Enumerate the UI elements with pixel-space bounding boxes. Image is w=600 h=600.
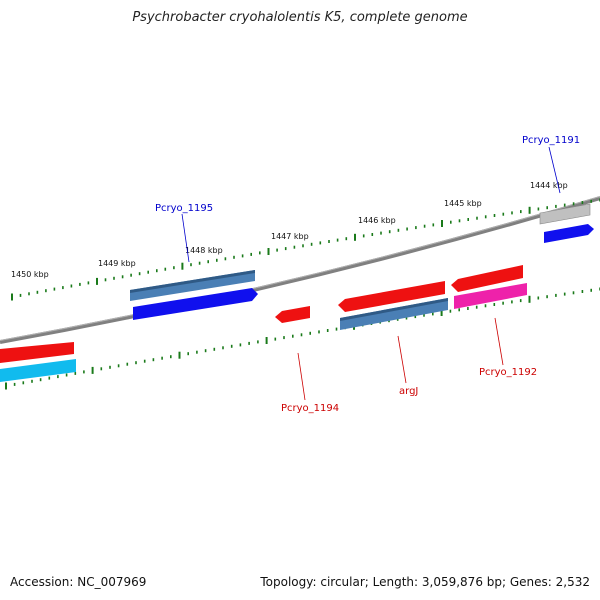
gene-label-pcryo-1194[interactable]: Pcryo_1194 xyxy=(281,403,339,414)
leader-argj xyxy=(397,335,407,384)
gene-label-pcryo-1192[interactable]: Pcryo_1192 xyxy=(479,367,537,378)
gene-feature-red-left[interactable] xyxy=(0,342,74,363)
gene-feature-cyan-left[interactable] xyxy=(0,359,76,382)
gene-feature-pcryo-1195[interactable] xyxy=(133,288,258,320)
leader-pcryo-1195 xyxy=(181,213,190,263)
lower-scale-ticks xyxy=(5,287,600,390)
map-title: Psychrobacter cryohalolentis K5, complet… xyxy=(132,10,468,25)
scale-label-1449: 1449 kbp xyxy=(98,259,136,268)
genome-summary-text: Topology: circular; Length: 3,059,876 bp… xyxy=(260,575,590,589)
gene-label-pcryo-1195[interactable]: Pcryo_1195 xyxy=(155,203,213,214)
leader-pcryo-1191 xyxy=(548,146,561,194)
gene-label-argj[interactable]: argJ xyxy=(399,386,418,397)
gene-label-pcryo-1191[interactable]: Pcryo_1191 xyxy=(522,135,580,146)
scale-label-1446: 1446 kbp xyxy=(358,216,396,225)
scale-label-1450: 1450 kbp xyxy=(11,270,49,279)
scale-label-1447: 1447 kbp xyxy=(271,232,309,241)
gene-feature-pcryo-1192[interactable] xyxy=(454,283,527,309)
scale-label-1448: 1448 kbp xyxy=(185,246,223,255)
gene-feature-pcryo-1191[interactable] xyxy=(544,224,594,243)
gene-feature-red-upper-right[interactable] xyxy=(451,265,523,292)
gene-feature-pcryo-1194[interactable] xyxy=(275,306,310,323)
leader-pcryo-1192 xyxy=(494,317,504,366)
scale-label-1445: 1445 kbp xyxy=(444,199,482,208)
gene-feature-gray[interactable] xyxy=(539,203,591,225)
gene-feature-red-upper-mid[interactable] xyxy=(338,281,445,312)
upper-scale-ticks xyxy=(11,198,600,301)
genome-backbone xyxy=(0,196,600,344)
scale-label-1444: 1444 kbp xyxy=(530,181,568,190)
leader-pcryo-1194 xyxy=(297,352,306,401)
accession-text: Accession: NC_007969 xyxy=(10,575,147,589)
